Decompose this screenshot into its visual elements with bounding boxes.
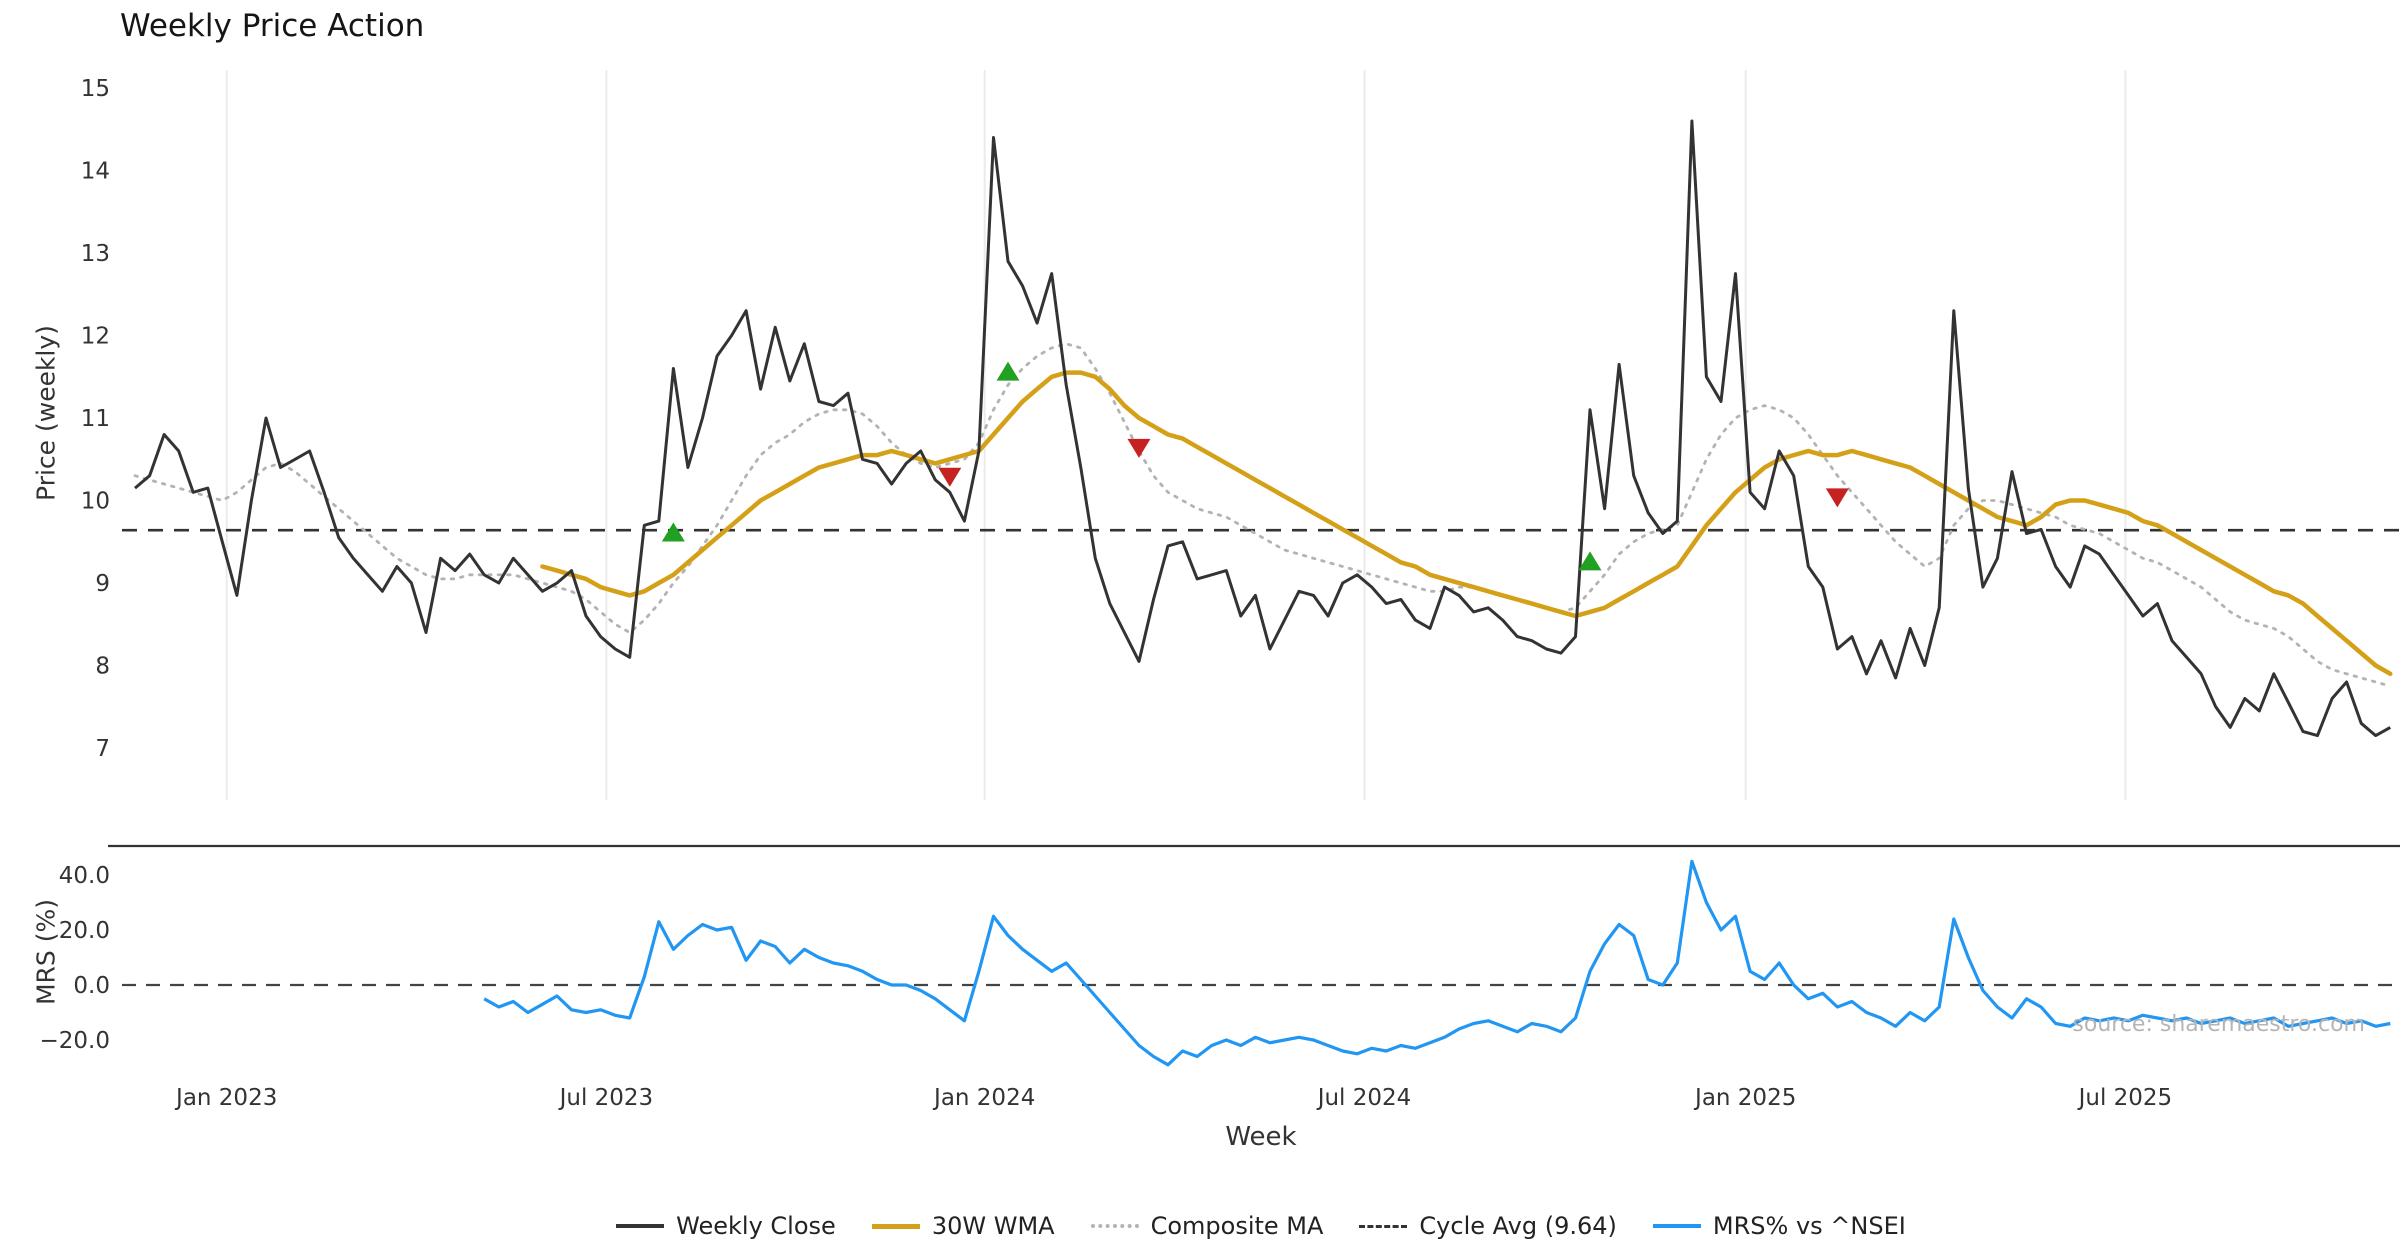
svg-text:8: 8 (95, 654, 110, 680)
x-axis-title: Week (1225, 1122, 1297, 1152)
legend-label-30w-wma: 30W WMA (931, 1212, 1055, 1240)
svg-text:7: 7 (95, 736, 110, 762)
legend-item-weekly-close: Weekly Close (616, 1212, 836, 1240)
cycle-avg-line-swatch (1359, 1224, 1408, 1228)
legend: Weekly Close 30W WMA Composite MA Cycle … (122, 1212, 2400, 1240)
svg-text:13: 13 (81, 241, 110, 267)
svg-text:12: 12 (81, 324, 110, 350)
legend-item-mrs: MRS% vs ^NSEI (1652, 1212, 1906, 1240)
mrs-line-swatch (1652, 1224, 1701, 1228)
svg-text:11: 11 (81, 406, 110, 432)
legend-label-mrs: MRS% vs ^NSEI (1712, 1212, 1906, 1240)
svg-text:Jan 2024: Jan 2024 (932, 1085, 1035, 1111)
svg-text:9: 9 (95, 571, 110, 597)
legend-label-composite-ma: Composite MA (1150, 1212, 1324, 1240)
legend-item-cycle-avg: Cycle Avg (9.64) (1359, 1212, 1617, 1240)
wma-line-swatch (871, 1223, 920, 1229)
svg-text:15: 15 (81, 76, 110, 102)
svg-text:Jan 2025: Jan 2025 (1693, 1085, 1796, 1111)
svg-text:Jul 2025: Jul 2025 (2077, 1085, 2173, 1111)
svg-text:40.0: 40.0 (59, 863, 110, 889)
legend-item-30w-wma: 30W WMA (871, 1212, 1055, 1240)
legend-item-composite-ma: Composite MA (1090, 1212, 1324, 1240)
svg-text:Jan 2023: Jan 2023 (174, 1085, 277, 1111)
svg-text:Jul 2024: Jul 2024 (1316, 1085, 1412, 1111)
weekly-close-line-swatch (616, 1224, 665, 1228)
legend-label-cycle-avg: Cycle Avg (9.64) (1419, 1212, 1617, 1240)
legend-label-weekly-close: Weekly Close (676, 1212, 836, 1240)
svg-text:Jul 2023: Jul 2023 (558, 1085, 654, 1111)
composite-ma-line-swatch (1090, 1224, 1139, 1228)
svg-text:−20.0: −20.0 (40, 1028, 110, 1054)
svg-text:0.0: 0.0 (73, 973, 110, 999)
chart-title: Weekly Price Action (120, 8, 425, 44)
svg-text:20.0: 20.0 (59, 918, 110, 944)
source-attribution: source: sharemaestro.com (2072, 1012, 2365, 1037)
svg-text:10: 10 (81, 489, 110, 515)
svg-text:14: 14 (81, 159, 110, 185)
